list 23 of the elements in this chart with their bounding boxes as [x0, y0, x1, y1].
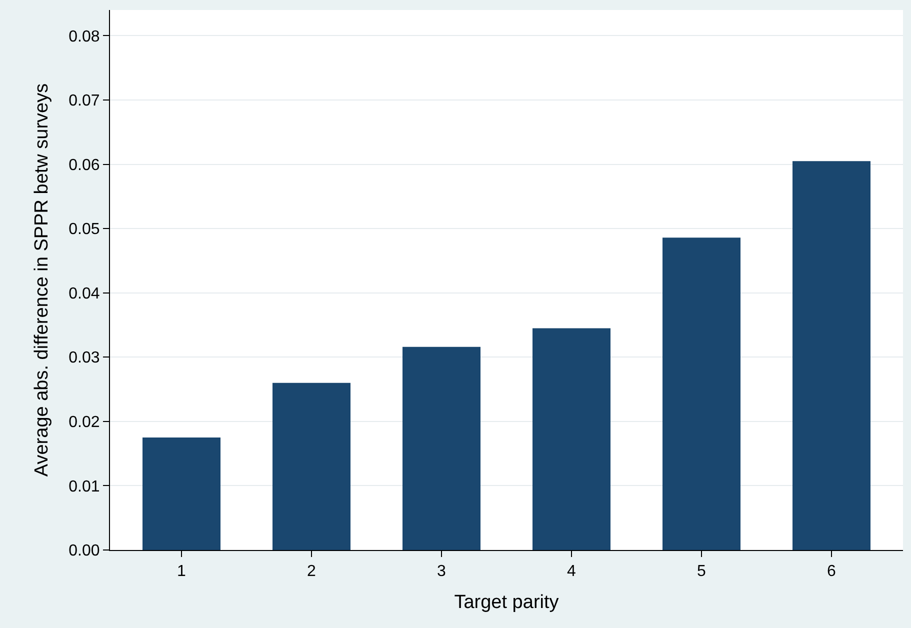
x-tick-label: 3: [437, 563, 446, 580]
bar: [402, 346, 480, 550]
y-tick-label: 0.05: [68, 221, 100, 238]
bar: [272, 382, 350, 550]
y-tick-label: 0.06: [68, 156, 100, 174]
y-tick-label: 0.08: [68, 28, 100, 46]
x-axis-title: Target parity: [454, 592, 560, 613]
y-tick-label: 0.02: [68, 414, 100, 432]
bar: [662, 238, 740, 550]
y-tick-label: 0.04: [68, 285, 100, 302]
y-tick-label: 0.01: [68, 478, 100, 496]
y-tick-label: 0.03: [68, 350, 100, 367]
bar: [792, 161, 870, 550]
x-tick-label: 6: [827, 563, 836, 580]
bar: [532, 328, 610, 550]
x-tick-label: 2: [307, 563, 316, 580]
x-tick-label: 5: [697, 563, 706, 580]
y-tick-label: 0.00: [68, 542, 100, 560]
x-tick-label: 4: [567, 563, 576, 580]
y-axis-title: Average abs. difference in SPPR betw surveys: [32, 83, 53, 477]
bar: [142, 438, 220, 550]
y-tick-label: 0.07: [68, 92, 100, 110]
x-tick-label: 1: [177, 563, 186, 580]
